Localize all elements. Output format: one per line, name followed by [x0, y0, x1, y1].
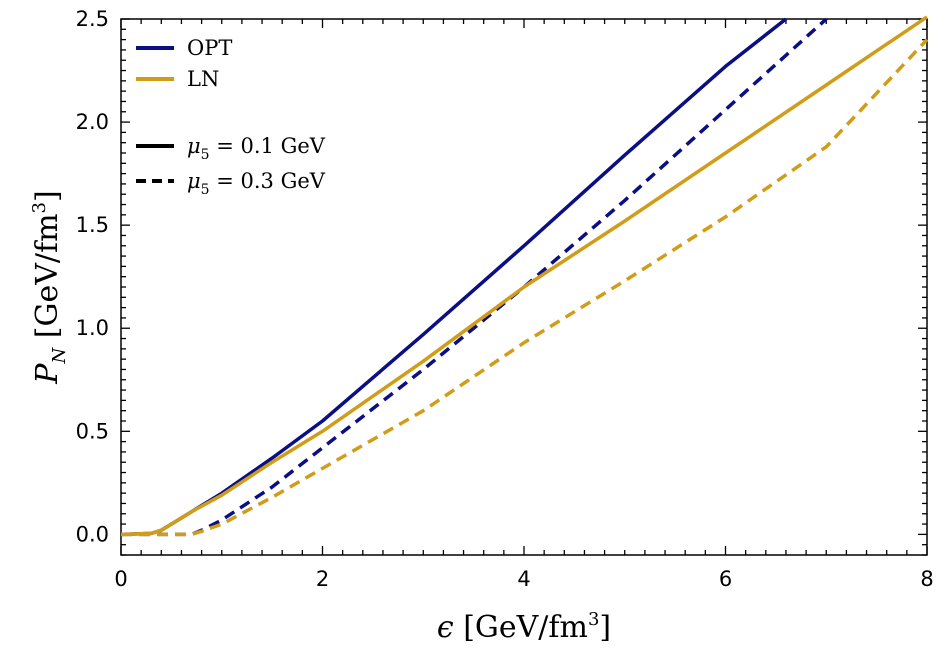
series-lines	[120, 15, 929, 537]
x-axis-title: ϵ [GeV/fm3]	[437, 609, 611, 645]
legend: OPT LN μ5 = 0.1 GeV μ5 = 0.3 GeV	[136, 36, 326, 198]
y-tick-label: 0.5	[76, 419, 109, 443]
legend-mu-sub: 5	[201, 182, 210, 198]
y-tick-label: 1.0	[76, 316, 109, 340]
y-axis-title: PN [GeV/fm3]	[29, 190, 70, 384]
legend-ln-label: LN	[187, 67, 219, 91]
series-line-ln-dashed	[121, 38, 929, 537]
y-tick-label: 2.5	[76, 7, 109, 31]
legend-mu-value: = 0.1 GeV	[210, 134, 326, 158]
y-axis-title-group: PN [GeV/fm3]	[29, 190, 70, 384]
y-axis-unit-sup: 3	[29, 202, 50, 213]
x-tick-label: 6	[719, 567, 732, 591]
axis-ticks: 0 2 4 6 8 0.0 0.5 1.0 1.5 2.0 2.5	[76, 7, 934, 591]
x-tick-label: 2	[316, 567, 329, 591]
legend-opt-label: OPT	[187, 36, 232, 60]
y-tick-label: 0.0	[76, 522, 109, 546]
legend-mu-0.3-label: μ5 = 0.3 GeV	[187, 169, 326, 198]
y-axis-unit-close: ]	[30, 190, 65, 202]
series-line-opt-dashed	[121, 17, 828, 537]
x-axis-unit: [GeV/fm	[454, 610, 588, 645]
legend-mu-0.1-label: μ5 = 0.1 GeV	[187, 134, 326, 163]
y-axis-symbol: P	[30, 363, 65, 385]
legend-mu-symbol: μ	[187, 169, 201, 193]
x-axis-unit-sup: 3	[588, 609, 599, 630]
x-tick-label: 0	[114, 567, 127, 591]
legend-mu-sub: 5	[201, 147, 210, 163]
x-axis-unit-close: ]	[599, 610, 611, 645]
series-line-ln-solid	[120, 15, 928, 537]
legend-mu-symbol: μ	[187, 134, 201, 158]
y-tick-label: 1.5	[76, 213, 109, 237]
x-tick-label: 8	[920, 567, 933, 591]
y-tick-label: 2.0	[76, 110, 109, 134]
legend-mu-value: = 0.3 GeV	[210, 169, 326, 193]
y-axis-symbol-sub: N	[49, 347, 70, 365]
series-line-opt-solid	[120, 17, 787, 537]
x-tick-label: 4	[517, 567, 530, 591]
y-axis-unit: [GeV/fm	[30, 213, 65, 347]
x-axis-symbol: ϵ	[437, 610, 454, 645]
